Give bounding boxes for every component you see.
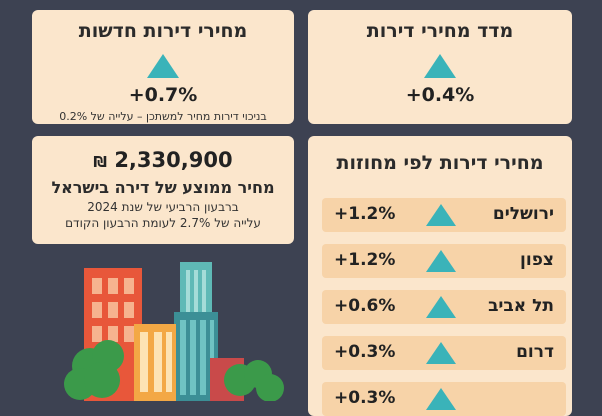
city-illustration xyxy=(64,262,284,401)
price-index-value: +0.4% xyxy=(405,84,475,106)
new-apartments-note: בניכוי דירות מחיר למשתכן – עלייה של 0.2% xyxy=(59,110,267,123)
region-row: תל אביב +0.6% xyxy=(322,290,566,324)
average-price-line1: ברבעון הרביעי של שנת 2024 xyxy=(87,200,239,214)
up-arrow-icon xyxy=(426,296,456,318)
price-index-card: מדד מחירי דירות +0.4% xyxy=(308,10,572,124)
up-arrow-icon xyxy=(426,388,456,410)
currency-symbol: ₪ xyxy=(93,153,107,171)
up-arrow-icon xyxy=(147,54,179,78)
region-name: צפון xyxy=(520,250,554,270)
price-index-title: מדד מחירי דירות xyxy=(366,20,514,42)
up-arrow-icon xyxy=(426,342,456,364)
region-value: +0.3% xyxy=(334,342,396,362)
region-row: צפון +1.2% xyxy=(322,244,566,278)
region-row: ירושלים +1.2% xyxy=(322,198,566,232)
region-name: דרום xyxy=(516,342,554,362)
up-arrow-icon xyxy=(426,204,456,226)
average-price-title: מחיר ממוצע של דירה בישראל xyxy=(51,178,275,197)
tree-right xyxy=(224,360,284,401)
region-name: תל אביב xyxy=(488,296,554,316)
average-price-value: 2,330,900 xyxy=(114,148,233,172)
region-name: ירושלים xyxy=(492,204,554,224)
region-row: +0.3% xyxy=(322,382,566,416)
region-value: +1.2% xyxy=(334,204,396,224)
new-apartments-value: +0.7% xyxy=(128,84,198,106)
regions-card: מחירי דירות לפי מחוזות ירושלים +1.2% צפו… xyxy=(308,136,572,416)
tree-left xyxy=(64,340,124,400)
average-price-line: 2,330,900 ₪ xyxy=(32,148,294,172)
up-arrow-icon xyxy=(424,54,456,78)
regions-title: מחירי דירות לפי מחוזות xyxy=(336,152,544,174)
average-price-card: 2,330,900 ₪ מחיר ממוצע של דירה בישראל בר… xyxy=(32,136,294,244)
region-value: +0.3% xyxy=(334,388,396,408)
average-price-line2: עלייה של 2.7% לעומת הרבעון הקודם xyxy=(65,216,261,230)
up-arrow-icon xyxy=(426,250,456,272)
region-value: +0.6% xyxy=(334,296,396,316)
region-row: דרום +0.3% xyxy=(322,336,566,370)
region-value: +1.2% xyxy=(334,250,396,270)
new-apartments-card: מחירי דירות חדשות +0.7% בניכוי דירות מחי… xyxy=(32,10,294,124)
new-apartments-title: מחירי דירות חדשות xyxy=(78,20,248,42)
